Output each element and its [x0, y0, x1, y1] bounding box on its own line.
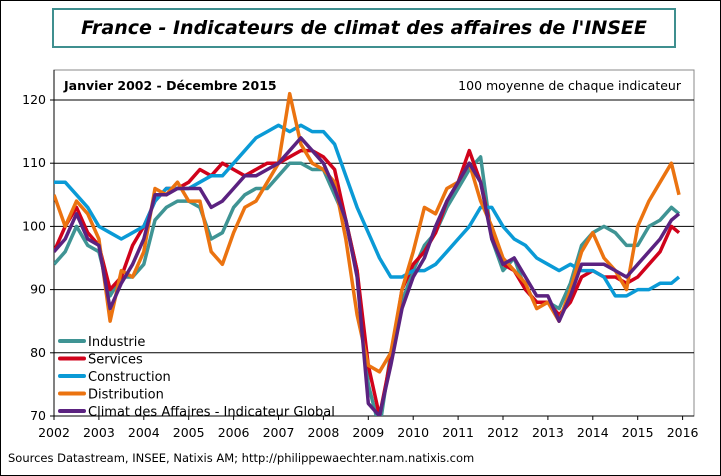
- chart-title: France - Indicateurs de climat des affai…: [81, 17, 647, 39]
- x-tick-label: 2010: [397, 425, 429, 440]
- legend-label: Construction: [88, 370, 171, 385]
- x-tick-label: 2009: [352, 425, 384, 440]
- x-tick-label: 2007: [263, 425, 295, 440]
- x-tick-label: 2016: [667, 425, 699, 440]
- x-tick-label: 2014: [577, 425, 609, 440]
- chart-note: 100 moyenne de chaque indicateur: [458, 78, 682, 93]
- series-line-construction: [54, 123, 681, 298]
- x-tick-label: 2008: [307, 425, 339, 440]
- y-tick-label: 70: [30, 408, 46, 423]
- x-tick-label: 2003: [83, 425, 115, 440]
- legend-label: Climat des Affaires - Indicateur Global: [88, 405, 335, 420]
- legend-label: Services: [88, 353, 143, 368]
- y-tick-label: 100: [22, 218, 46, 233]
- y-tick-label: 80: [30, 345, 46, 360]
- x-tick-label: 2015: [622, 425, 654, 440]
- x-tick-label: 2004: [128, 425, 160, 440]
- y-tick-label: 120: [22, 92, 46, 107]
- legend-label: Distribution: [88, 388, 164, 403]
- x-tick-label: 2011: [442, 425, 474, 440]
- chart-subtitle: Janvier 2002 - Décembre 2015: [63, 78, 277, 93]
- x-tick-label: 2006: [218, 425, 250, 440]
- x-tick-label: 2005: [173, 425, 205, 440]
- x-tick-label: 2013: [532, 425, 564, 440]
- x-tick-label: 2012: [487, 425, 519, 440]
- series-line-climat-des-affaires-indicateur-global: [54, 136, 681, 416]
- y-tick-label: 110: [22, 155, 46, 170]
- series-line-distribution: [54, 91, 681, 374]
- x-tick-label: 2002: [38, 425, 70, 440]
- legend-label: Industrie: [88, 335, 145, 350]
- source-note: Sources Datastream, INSEE, Natixis AM; h…: [8, 451, 475, 465]
- title-box: France - Indicateurs de climat des affai…: [52, 8, 676, 48]
- y-tick-label: 90: [30, 282, 46, 297]
